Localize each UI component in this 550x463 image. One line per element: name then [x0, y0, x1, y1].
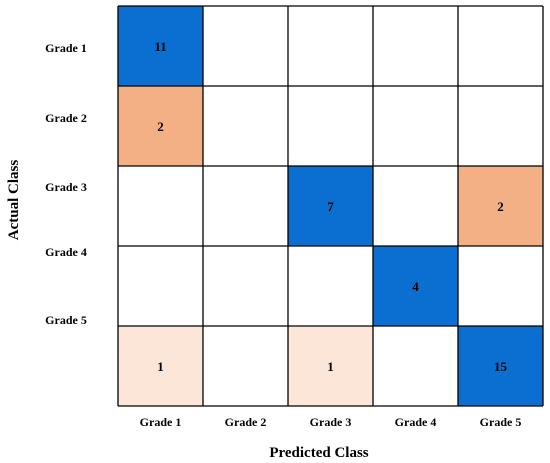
cell-value-label: 1 [327, 359, 334, 374]
x-tick-label: Grade 2 [225, 415, 267, 429]
matrix-cell [118, 166, 203, 246]
matrix-cell [458, 246, 543, 326]
y-tick-label: Grade 3 [45, 180, 87, 194]
y-axis-label: Actual Class [6, 160, 22, 241]
matrix-cell [373, 86, 458, 166]
x-axis-label: Predicted Class [269, 445, 368, 461]
cell-value-label: 2 [497, 199, 504, 214]
matrix-cell [458, 166, 543, 246]
matrix-cell [203, 6, 288, 86]
matrix-cell [118, 86, 203, 166]
matrix-cell [288, 246, 373, 326]
cell-value-label: 11 [154, 39, 166, 54]
matrix-cell [203, 166, 288, 246]
x-tick-labels: Grade 1 Grade 2 Grade 3 Grade 4 Grade 5 [140, 415, 522, 429]
matrix-cell [373, 246, 458, 326]
cell-value-label: 15 [494, 359, 508, 374]
matrix-cell [288, 86, 373, 166]
x-tick-label: Grade 3 [310, 415, 352, 429]
y-tick-label: Grade 4 [45, 245, 87, 259]
matrix-cell [288, 6, 373, 86]
cell-value-label: 1 [157, 359, 164, 374]
matrix-cell [203, 326, 288, 406]
matrix-cell [288, 326, 373, 406]
matrix-cell [458, 6, 543, 86]
matrix-cell [458, 86, 543, 166]
matrix-cell [118, 246, 203, 326]
matrix-cell [118, 6, 203, 86]
matrix-cell [203, 86, 288, 166]
matrix-cell [373, 166, 458, 246]
matrix-cell [118, 326, 203, 406]
y-tick-label: Grade 1 [45, 41, 87, 55]
y-tick-label: Grade 2 [45, 111, 87, 125]
cell-value-label: 4 [412, 279, 419, 294]
matrix-grid [117, 5, 544, 407]
matrix-cells [118, 6, 543, 406]
x-tick-label: Grade 1 [140, 415, 182, 429]
y-tick-labels: Grade 1 Grade 2 Grade 3 Grade 4 Grade 5 [45, 41, 87, 327]
cell-value-label: 7 [327, 199, 334, 214]
cell-value-label: 2 [157, 119, 164, 134]
x-tick-label: Grade 5 [480, 415, 522, 429]
x-tick-label: Grade 4 [395, 415, 437, 429]
matrix-cell [373, 6, 458, 86]
y-tick-label: Grade 5 [45, 313, 87, 327]
matrix-cell [373, 326, 458, 406]
matrix-cell [203, 246, 288, 326]
matrix-cell [458, 326, 543, 406]
matrix-cell [288, 166, 373, 246]
